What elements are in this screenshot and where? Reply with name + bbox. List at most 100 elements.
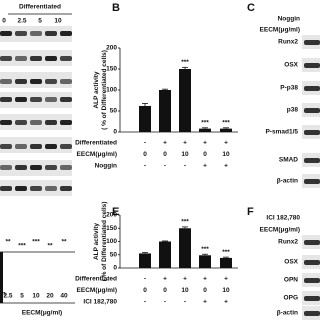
band	[0, 144, 12, 149]
band	[0, 79, 12, 84]
significance: ***	[181, 219, 189, 226]
band	[304, 240, 320, 245]
band	[15, 97, 27, 102]
significance: ***	[201, 246, 209, 253]
bar	[199, 128, 211, 132]
band	[30, 186, 42, 191]
dose-label: 2.5	[3, 293, 12, 300]
band	[60, 97, 72, 102]
row-cell: 10	[222, 287, 230, 294]
band	[304, 311, 320, 316]
band	[15, 165, 27, 170]
band	[60, 120, 72, 125]
band	[304, 130, 320, 135]
blot-panels	[302, 35, 320, 320]
y-tick-label: 50	[110, 251, 118, 258]
y-axis-label: ALP activity( % of Differentiated cells)	[93, 202, 108, 282]
row-cell: 0	[163, 287, 167, 294]
row-cell: +	[224, 299, 228, 306]
band	[15, 31, 27, 36]
band	[0, 120, 12, 125]
band	[304, 40, 320, 45]
panel-label: B	[112, 2, 120, 14]
dose-label: 10	[32, 293, 40, 300]
blot-label: p38	[287, 107, 299, 114]
band	[15, 144, 27, 149]
significance: ***	[201, 120, 209, 127]
bar	[139, 253, 151, 268]
row-cell: 0	[163, 151, 167, 158]
condition-label: EECM(μg/ml)	[260, 227, 300, 234]
blot-panel-a	[0, 26, 72, 196]
dose-label: 5	[20, 293, 24, 300]
band	[304, 296, 320, 301]
y-tick-label: 100	[106, 238, 117, 245]
band	[45, 97, 57, 102]
band	[45, 56, 57, 61]
blot-label: SMAD	[279, 157, 298, 164]
band	[60, 144, 72, 149]
band	[304, 158, 320, 163]
bar-partial	[0, 252, 3, 303]
band	[60, 186, 72, 191]
band	[0, 97, 12, 102]
bar	[179, 69, 191, 132]
blot-label: OPG	[284, 295, 298, 302]
row-cell: -	[144, 299, 146, 306]
band	[304, 86, 320, 91]
condition-label: Noggin	[278, 16, 300, 23]
band	[30, 144, 42, 149]
band	[30, 31, 42, 36]
band	[60, 31, 72, 36]
significance: **	[61, 239, 67, 246]
blot-label: P-p38	[280, 85, 298, 92]
dose-label: 40	[60, 293, 68, 300]
blot-label: P-smad1/5	[265, 129, 298, 136]
row-cell: +	[224, 140, 228, 147]
row-cell: -	[184, 299, 186, 306]
row-cell: 0	[143, 287, 147, 294]
row-label: Differentiated	[75, 140, 117, 147]
significance: ***	[181, 59, 189, 66]
significance: **	[47, 243, 53, 250]
row-cell: +	[203, 276, 207, 283]
band	[45, 186, 57, 191]
row-cell: 0	[203, 287, 207, 294]
row-cell: -	[144, 140, 146, 147]
row-cell: +	[203, 140, 207, 147]
dose-label: 0	[2, 18, 6, 25]
significance: ***	[18, 243, 26, 250]
significance: ***	[222, 249, 230, 256]
band	[15, 56, 27, 61]
band	[45, 144, 57, 149]
significance: ***	[222, 120, 230, 127]
row-cell: +	[163, 276, 167, 283]
panel-label: F	[247, 206, 254, 218]
row-label: EECM(μg/ml)	[77, 151, 117, 158]
blot-label: β-actin	[277, 310, 298, 317]
panel-label: C	[247, 2, 255, 14]
bar	[179, 228, 191, 268]
band	[45, 79, 57, 84]
cut-label: in	[0, 291, 6, 298]
row-cell: 10	[181, 151, 189, 158]
band	[304, 108, 320, 113]
band	[60, 165, 72, 170]
blot-label: Runx2	[278, 239, 298, 246]
band	[304, 179, 320, 184]
dose-label: 10	[54, 18, 62, 25]
row-cell: +	[203, 299, 207, 306]
band	[60, 79, 72, 84]
axis-label: EECM(μg/ml)	[22, 310, 62, 317]
band	[304, 278, 320, 283]
condition-label: ICI 182,780	[266, 215, 300, 222]
band	[30, 56, 42, 61]
band	[30, 97, 42, 102]
bar	[139, 105, 151, 132]
dose-label: 20	[46, 293, 54, 300]
band	[0, 186, 12, 191]
band	[0, 165, 12, 170]
y-tick-label: 200	[106, 212, 117, 219]
bar	[159, 241, 171, 268]
